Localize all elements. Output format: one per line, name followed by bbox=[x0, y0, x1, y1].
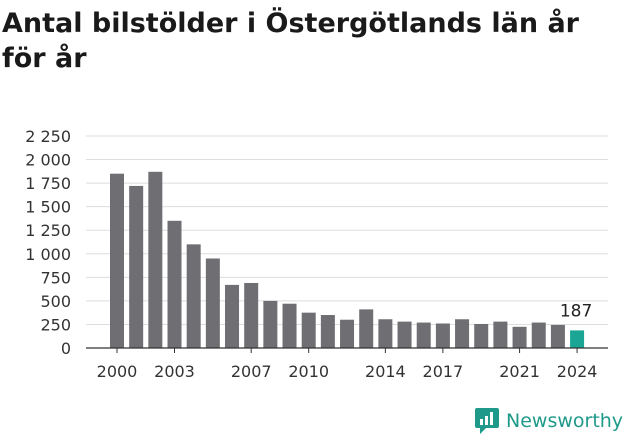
bar-2024 bbox=[570, 330, 585, 348]
y-tick-label: 1 500 bbox=[25, 198, 71, 217]
x-tick-label: 2003 bbox=[154, 362, 195, 381]
newsworthy-brand: Newsworthy bbox=[474, 407, 623, 435]
bar-2007 bbox=[244, 282, 259, 348]
x-tick-label: 2007 bbox=[231, 362, 272, 381]
y-tick-label: 250 bbox=[40, 315, 71, 334]
bar-2021 bbox=[512, 326, 527, 348]
bar-2018 bbox=[455, 319, 470, 348]
x-tick-label: 2014 bbox=[365, 362, 406, 381]
y-tick-label: 500 bbox=[40, 292, 71, 311]
chart-logo-icon bbox=[475, 408, 499, 434]
bar-2001 bbox=[129, 185, 144, 348]
data-labels: 187 bbox=[560, 301, 592, 321]
bar-2022 bbox=[531, 322, 546, 348]
bar-2014 bbox=[378, 319, 393, 348]
brand-name: Newsworthy bbox=[506, 410, 624, 432]
bar-2002 bbox=[148, 171, 163, 348]
bar-2013 bbox=[359, 309, 374, 348]
y-tick-label: 750 bbox=[40, 268, 71, 287]
bars bbox=[110, 171, 585, 348]
x-tick-label: 2010 bbox=[288, 362, 329, 381]
y-tick-label: 1 250 bbox=[25, 221, 71, 240]
x-axis-tick-labels: 2000 2003 2007 2010 2014 2017 2021 2024 bbox=[97, 348, 598, 381]
y-tick-label: 1 750 bbox=[25, 174, 71, 193]
bar-2000 bbox=[110, 173, 124, 348]
bar-2009 bbox=[282, 303, 297, 348]
bar-2020 bbox=[493, 321, 508, 348]
bar-2015 bbox=[397, 321, 412, 348]
bar-2023 bbox=[550, 324, 565, 348]
y-axis-tick-labels: 0 250 500 750 1 000 1 250 1 500 1 750 2 000 2 250 bbox=[25, 127, 71, 358]
chart-title: Antal bilstölder i Östergötlands län år … bbox=[2, 8, 579, 74]
bar-2019 bbox=[474, 323, 489, 348]
bar-2005 bbox=[205, 258, 220, 348]
bar-2004 bbox=[186, 244, 201, 348]
x-tick-label: 2021 bbox=[499, 362, 540, 381]
y-tick-label: 2 000 bbox=[25, 151, 71, 170]
x-tick-label: 2024 bbox=[557, 362, 598, 381]
bar-2016 bbox=[416, 322, 431, 348]
bar-2010 bbox=[301, 312, 316, 348]
gridlines bbox=[86, 135, 608, 325]
bar-2011 bbox=[320, 315, 335, 348]
bar-2008 bbox=[263, 300, 278, 348]
y-tick-label: 2 250 bbox=[25, 127, 71, 146]
y-tick-label: 1 000 bbox=[25, 245, 71, 264]
x-tick-label: 2017 bbox=[423, 362, 464, 381]
bar-2017 bbox=[435, 323, 450, 348]
bar-2006 bbox=[225, 284, 240, 348]
bar-2012 bbox=[340, 319, 355, 348]
y-tick-label: 0 bbox=[61, 339, 71, 358]
x-tick-label: 2000 bbox=[97, 362, 138, 381]
data-label-2024: 187 bbox=[560, 301, 592, 321]
bar-2003 bbox=[167, 220, 182, 348]
